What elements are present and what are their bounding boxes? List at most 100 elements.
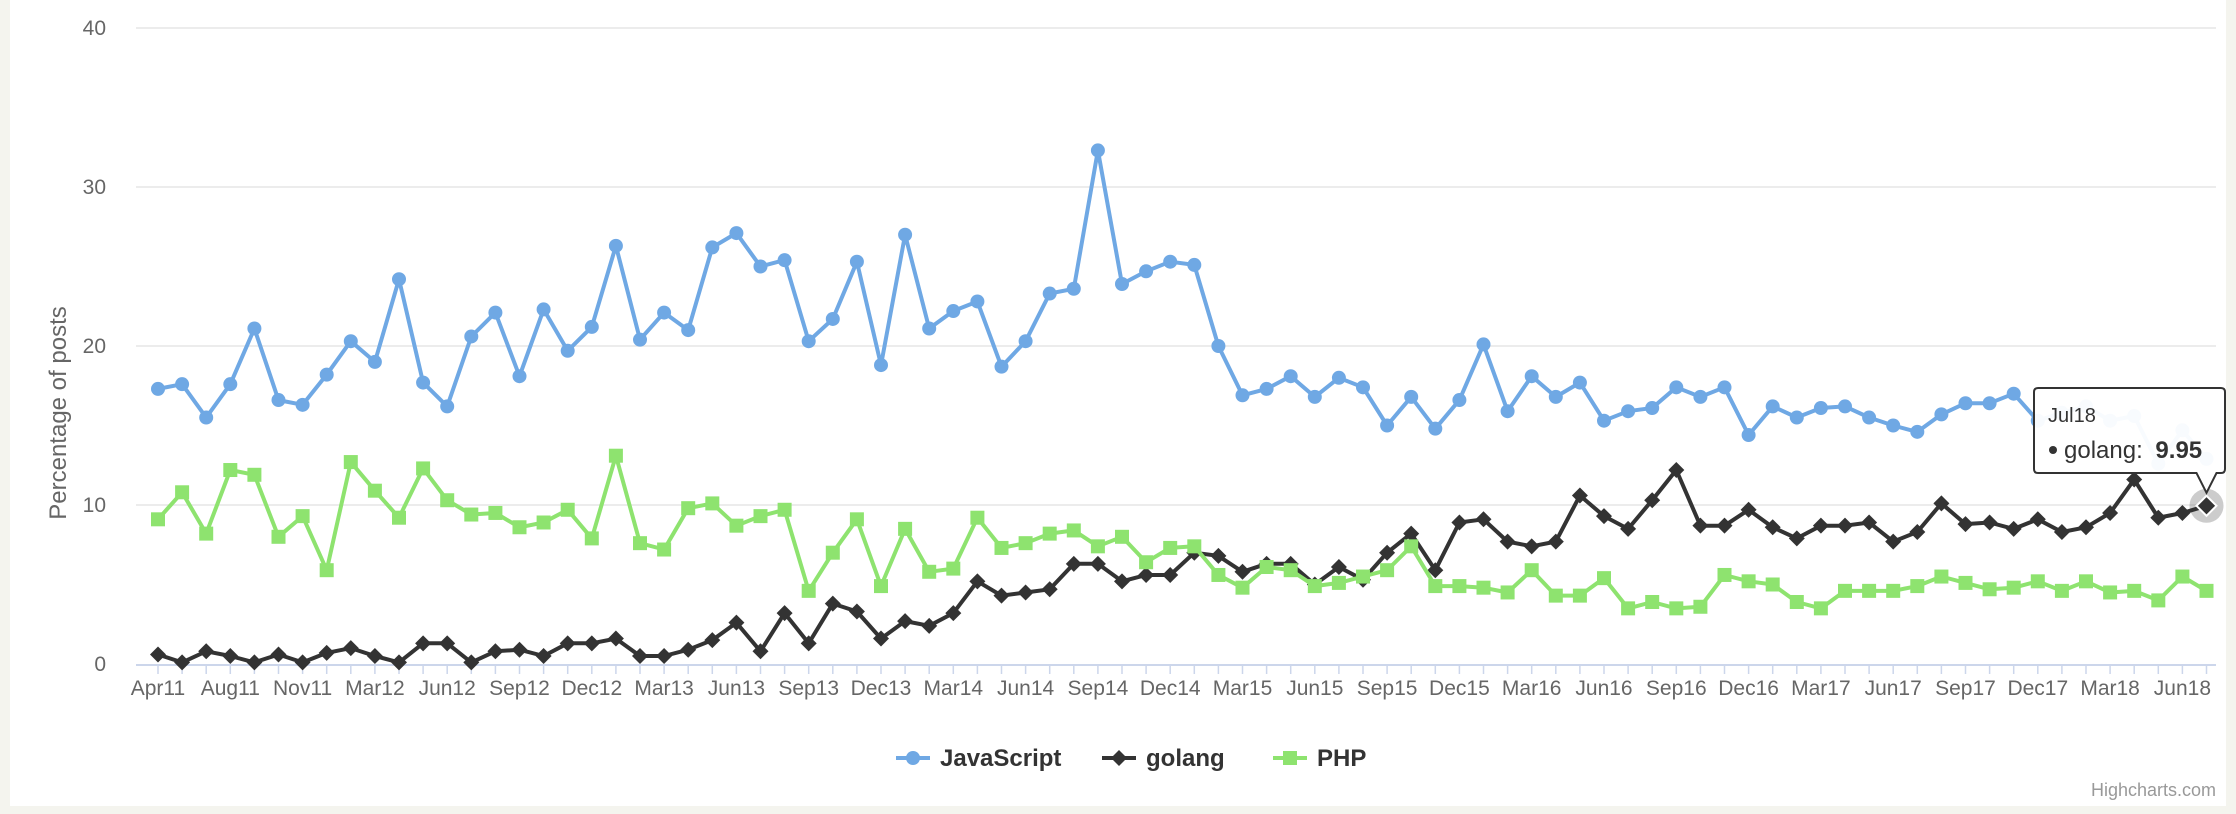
golang-point[interactable] bbox=[1475, 511, 1492, 528]
javascript-point[interactable] bbox=[1452, 393, 1467, 408]
javascript-point[interactable] bbox=[295, 397, 310, 412]
golang-point[interactable] bbox=[897, 613, 914, 630]
php-point[interactable] bbox=[392, 510, 406, 525]
javascript-point[interactable] bbox=[488, 305, 503, 320]
golang-point[interactable] bbox=[1017, 584, 1034, 601]
golang-point[interactable] bbox=[1788, 530, 1805, 547]
javascript-point[interactable] bbox=[1428, 421, 1443, 436]
php-point[interactable] bbox=[1500, 585, 1515, 600]
php-point[interactable] bbox=[416, 461, 431, 476]
golang-point[interactable] bbox=[2150, 509, 2167, 526]
golang-point[interactable] bbox=[2029, 511, 2046, 528]
javascript-point[interactable] bbox=[199, 410, 214, 425]
php-point[interactable] bbox=[1741, 574, 1756, 589]
golang-point[interactable] bbox=[270, 646, 287, 663]
javascript-point[interactable] bbox=[1380, 418, 1395, 433]
golang-point[interactable] bbox=[969, 573, 986, 590]
php-point[interactable] bbox=[633, 536, 647, 551]
javascript-point[interactable] bbox=[1862, 410, 1877, 425]
javascript-point[interactable] bbox=[1621, 404, 1636, 419]
golang-point[interactable] bbox=[2174, 504, 2191, 521]
golang-point[interactable] bbox=[704, 632, 721, 649]
javascript-point[interactable] bbox=[416, 375, 431, 390]
php-point[interactable] bbox=[1018, 536, 1033, 551]
golang-point[interactable] bbox=[463, 654, 480, 671]
javascript-point[interactable] bbox=[536, 302, 551, 317]
javascript-line[interactable] bbox=[157, 148, 2209, 466]
javascript-point[interactable] bbox=[753, 259, 768, 274]
golang-point[interactable] bbox=[1403, 525, 1420, 542]
php-point[interactable] bbox=[175, 485, 190, 500]
php-point[interactable] bbox=[1163, 540, 1178, 555]
javascript-point[interactable] bbox=[512, 369, 527, 384]
golang-point[interactable] bbox=[2053, 524, 2070, 541]
javascript-point[interactable] bbox=[319, 367, 334, 382]
php-point[interactable] bbox=[584, 531, 599, 546]
golang-point[interactable] bbox=[1234, 563, 1251, 580]
javascript-point[interactable] bbox=[1669, 380, 1684, 395]
php-point[interactable] bbox=[1452, 579, 1467, 594]
javascript-point[interactable] bbox=[849, 254, 864, 269]
php-point[interactable] bbox=[1235, 580, 1250, 595]
golang-point[interactable] bbox=[1162, 566, 1179, 583]
golang-point[interactable] bbox=[294, 654, 311, 671]
php-point[interactable] bbox=[1476, 580, 1491, 595]
php-point[interactable] bbox=[2030, 574, 2045, 589]
javascript-point[interactable] bbox=[1741, 428, 1756, 443]
php-point[interactable] bbox=[970, 510, 985, 525]
javascript-point[interactable] bbox=[1259, 381, 1274, 396]
golang-point[interactable] bbox=[366, 648, 383, 665]
php-point[interactable] bbox=[1838, 583, 1852, 598]
javascript-point[interactable] bbox=[898, 227, 913, 242]
golang-point[interactable] bbox=[1764, 519, 1781, 536]
php-point[interactable] bbox=[1910, 579, 1925, 594]
golang-point[interactable] bbox=[2005, 520, 2022, 537]
php-point[interactable] bbox=[1862, 583, 1877, 598]
golang-point[interactable] bbox=[150, 646, 166, 663]
legend-item-golang[interactable]: golang bbox=[1102, 745, 1225, 772]
javascript-point[interactable] bbox=[151, 381, 165, 396]
php-point[interactable] bbox=[1331, 575, 1346, 590]
php-point[interactable] bbox=[681, 501, 696, 516]
golang-point[interactable] bbox=[1596, 508, 1612, 525]
golang-point[interactable] bbox=[1861, 514, 1878, 531]
golang-point[interactable] bbox=[1620, 520, 1637, 537]
golang-point[interactable] bbox=[1330, 559, 1347, 576]
php-point[interactable] bbox=[1645, 594, 1660, 609]
javascript-point[interactable] bbox=[1886, 418, 1901, 433]
golang-point[interactable] bbox=[607, 630, 624, 647]
javascript-point[interactable] bbox=[1090, 143, 1105, 158]
golang-point[interactable] bbox=[776, 605, 793, 622]
php-point[interactable] bbox=[488, 505, 503, 520]
javascript-point[interactable] bbox=[874, 358, 888, 373]
php-point[interactable] bbox=[319, 563, 334, 578]
golang-point[interactable] bbox=[1138, 566, 1155, 583]
javascript-point[interactable] bbox=[801, 334, 816, 349]
javascript-point[interactable] bbox=[223, 377, 238, 392]
golang-point[interactable] bbox=[342, 640, 359, 657]
golang-point[interactable] bbox=[222, 648, 239, 665]
golang-point[interactable] bbox=[2078, 519, 2094, 536]
php-point[interactable] bbox=[1813, 601, 1828, 616]
javascript-point[interactable] bbox=[608, 238, 623, 253]
javascript-point[interactable] bbox=[1597, 413, 1611, 428]
javascript-point[interactable] bbox=[1572, 375, 1587, 390]
golang-point[interactable] bbox=[656, 648, 673, 665]
php-point[interactable] bbox=[1693, 599, 1708, 614]
php-point[interactable] bbox=[1066, 523, 1081, 538]
javascript-point[interactable] bbox=[584, 319, 599, 334]
golang-point[interactable] bbox=[1571, 487, 1588, 504]
golang-point[interactable] bbox=[1668, 462, 1685, 479]
php-point[interactable] bbox=[849, 512, 864, 527]
php-point[interactable] bbox=[512, 520, 527, 535]
javascript-point[interactable] bbox=[1789, 410, 1804, 425]
php-point[interactable] bbox=[1958, 575, 1973, 590]
php-point[interactable] bbox=[753, 509, 768, 524]
javascript-point[interactable] bbox=[1910, 424, 1925, 439]
php-point[interactable] bbox=[2199, 583, 2214, 598]
golang-point[interactable] bbox=[487, 643, 504, 660]
javascript-point[interactable] bbox=[1838, 399, 1852, 414]
php-point[interactable] bbox=[440, 493, 455, 508]
php-point[interactable] bbox=[2079, 574, 2093, 589]
javascript-point[interactable] bbox=[729, 226, 744, 241]
